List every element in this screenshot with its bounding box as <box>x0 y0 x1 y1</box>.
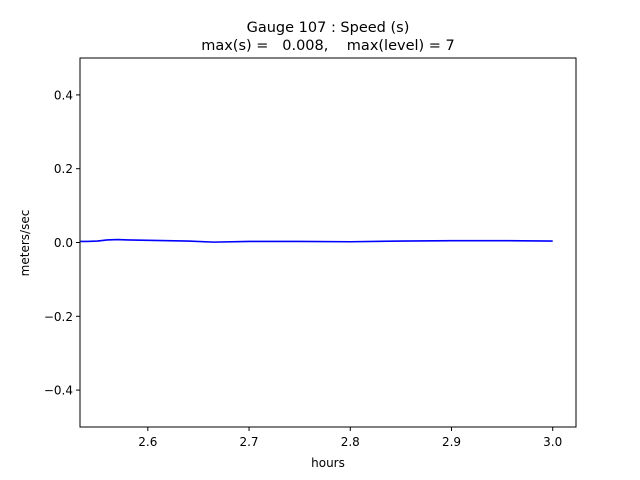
chart-subtitle: max(s) = 0.008, max(level) = 7 <box>201 38 455 54</box>
x-tick-label: 3.0 <box>543 435 562 449</box>
x-tick-label: 2.8 <box>341 435 360 449</box>
chart-title: Gauge 107 : Speed (s) <box>247 20 410 36</box>
x-axis-label: hours <box>311 456 345 470</box>
speed-series-line <box>80 238 553 243</box>
y-tick-label: −0.4 <box>44 384 73 398</box>
y-tick-label: −0.2 <box>44 310 73 324</box>
y-axis: −0.4 −0.2 0.0 0.2 0.4 <box>44 88 80 398</box>
x-tick-label: 2.6 <box>138 435 157 449</box>
y-axis-label: meters/sec <box>18 210 32 277</box>
series-layer <box>80 238 553 243</box>
y-tick-label: 0.2 <box>54 162 73 176</box>
x-axis: 2.6 2.7 2.8 2.9 3.0 <box>138 427 562 449</box>
axes-frame <box>79 57 577 428</box>
y-tick-label: 0.4 <box>54 88 73 102</box>
x-tick-label: 2.7 <box>239 435 258 449</box>
y-tick-label: 0.0 <box>54 236 73 250</box>
x-tick-label: 2.9 <box>442 435 461 449</box>
